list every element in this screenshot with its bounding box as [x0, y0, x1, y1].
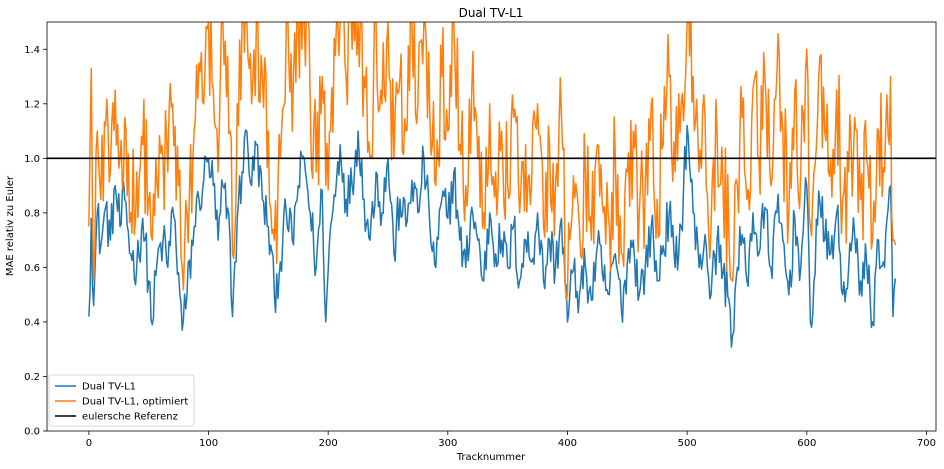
legend-box [48, 374, 195, 427]
x-tick-label-700: 700 [917, 438, 936, 449]
y-tick-label-1.2: 1.2 [24, 99, 40, 110]
chart-title: Dual TV-L1 [459, 6, 524, 20]
x-tick-label-500: 500 [678, 438, 697, 449]
x-tick-label-300: 300 [438, 438, 457, 449]
y-tick-label-0.6: 0.6 [24, 263, 40, 274]
x-axis: 0 100 200 300 400 500 600 700 [86, 431, 936, 449]
legend: Dual TV-L1 Dual TV-L1, optimiert eulersc… [48, 374, 195, 427]
plot-area [46, 21, 937, 432]
series-layer [88, 22, 897, 348]
x-tick-label-100: 100 [199, 438, 218, 449]
y-tick-label-1.0: 1.0 [24, 154, 40, 165]
y-tick-label-0.2: 0.2 [24, 372, 40, 383]
series-line-dual-tv-l1 [88, 124, 897, 348]
x-axis-title: Tracknummer [456, 452, 526, 463]
legend-label-dual-tv-l1-optimiert: Dual TV-L1, optimiert [82, 397, 188, 408]
y-tick-label-1.4: 1.4 [24, 45, 40, 56]
y-tick-label-0.4: 0.4 [24, 317, 40, 328]
y-tick-label-0.0: 0.0 [24, 427, 40, 438]
x-tick-label-200: 200 [319, 438, 338, 449]
y-tick-label-0.8: 0.8 [24, 208, 40, 219]
plot-frame [46, 21, 937, 432]
legend-label-dual-tv-l1: Dual TV-L1 [82, 382, 136, 393]
x-tick-label-600: 600 [797, 438, 816, 449]
series-line-dual-tv-l1-optimiert [88, 22, 897, 301]
legend-label-eulersche-referenz: eulersche Referenz [82, 412, 178, 423]
x-tick-label-0: 0 [86, 438, 92, 449]
y-axis-title: MAE relativ zu Euler [5, 175, 16, 276]
y-axis: 0.0 0.2 0.4 0.6 0.8 1.0 1.2 1.4 [24, 45, 47, 438]
x-tick-label-400: 400 [558, 438, 577, 449]
